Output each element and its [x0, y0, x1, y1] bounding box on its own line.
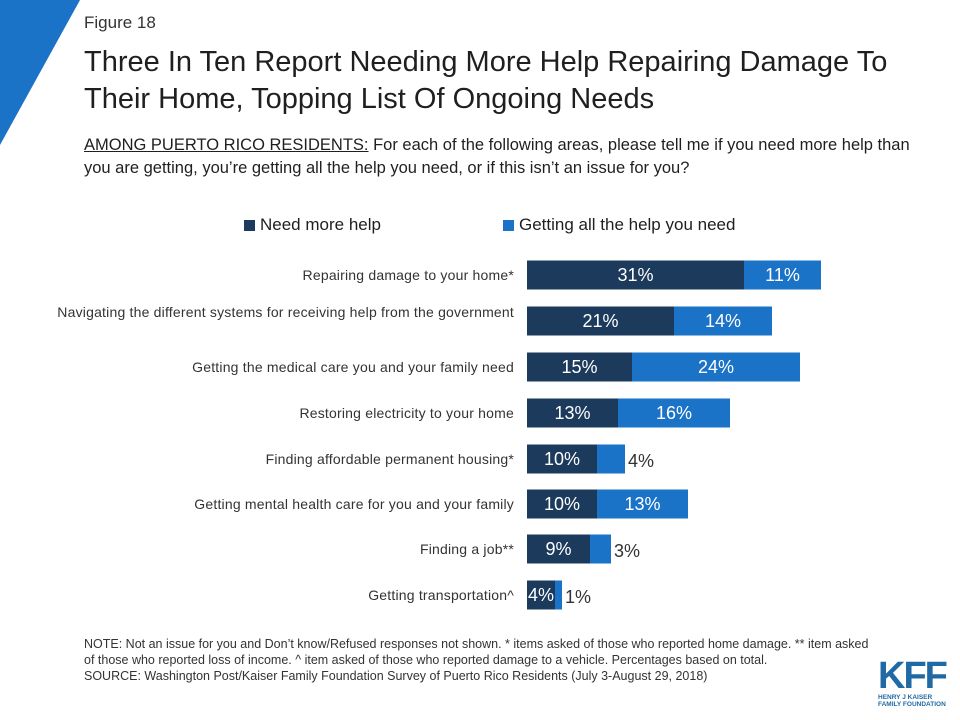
data-label-getting-all-help: 13% — [624, 494, 660, 514]
corner-decoration — [0, 0, 80, 145]
bar-need-more-help — [527, 534, 590, 564]
category-label: Finding affordable permanent housing* — [265, 451, 514, 467]
category-label: Getting transportation^ — [368, 587, 514, 603]
data-label-need-more-help: 31% — [617, 265, 653, 285]
bar-getting-all-help — [744, 260, 821, 290]
chart-notes: NOTE: Not an issue for you and Don’t kno… — [84, 636, 874, 684]
data-label-getting-all-help: 3% — [614, 541, 640, 561]
legend-label-need-more: Need more help — [260, 215, 381, 234]
source-text: SOURCE: Washington Post/Kaiser Family Fo… — [84, 669, 708, 683]
bar-getting-all-help — [632, 352, 800, 382]
bar-getting-all-help — [555, 580, 562, 610]
subtitle-question: For each of the following areas, please … — [84, 136, 910, 177]
legend-label-getting-all: Getting all the help you need — [519, 215, 736, 234]
data-label-need-more-help: 21% — [582, 311, 618, 331]
category-label: Finding a job** — [419, 541, 514, 557]
note-text: NOTE: Not an issue for you and Don’t kno… — [84, 637, 869, 667]
bar-getting-all-help — [618, 398, 730, 428]
category-label: Getting the medical care you and your fa… — [192, 359, 514, 375]
data-label-getting-all-help: 4% — [628, 451, 654, 471]
legend-item-need-more: Need more help — [244, 215, 381, 235]
category-label: Navigating the different systems for rec… — [57, 304, 514, 320]
category-label: Restoring electricity to your home — [299, 405, 514, 421]
kff-logo: KFF HENRY J KAISER FAMILY FOUNDATION — [878, 655, 948, 708]
subtitle-population: AMONG PUERTO RICO RESIDENTS: — [84, 136, 369, 154]
data-label-getting-all-help: 11% — [765, 265, 800, 285]
bar-need-more-help — [527, 306, 674, 336]
logo-line-1: HENRY J KAISER — [878, 694, 933, 701]
data-label-getting-all-help: 14% — [705, 311, 741, 331]
data-label-need-more-help: 10% — [544, 494, 580, 514]
data-label-getting-all-help: 1% — [565, 587, 591, 607]
legend-swatch-need-more — [244, 219, 255, 231]
bar-getting-all-help — [597, 444, 625, 474]
category-label: Getting mental health care for you and y… — [194, 496, 514, 512]
bar-getting-all-help — [674, 306, 772, 336]
logo-line-2: FAMILY FOUNDATION — [878, 701, 946, 708]
data-label-getting-all-help: 24% — [698, 357, 734, 377]
data-label-need-more-help: 10% — [544, 449, 580, 469]
bar-getting-all-help — [597, 489, 688, 519]
chart-subtitle: AMONG PUERTO RICO RESIDENTS: For each of… — [84, 134, 914, 180]
bar-need-more-help — [527, 260, 744, 290]
category-label: Repairing damage to your home* — [302, 267, 514, 283]
data-label-need-more-help: 4% — [528, 585, 554, 605]
bar-need-more-help — [527, 580, 555, 610]
bar-need-more-help — [527, 352, 632, 382]
legend-swatch-getting-all — [503, 219, 514, 231]
legend-item-getting-all: Getting all the help you need — [503, 215, 735, 235]
data-label-need-more-help: 9% — [545, 539, 571, 559]
data-label-need-more-help: 13% — [554, 403, 590, 423]
bar-need-more-help — [527, 398, 618, 428]
bar-need-more-help — [527, 489, 597, 519]
data-label-getting-all-help: 16% — [656, 403, 692, 423]
logo-mark: KFF — [878, 655, 948, 697]
figure-label: Figure 18 — [84, 13, 156, 32]
bar-getting-all-help — [590, 534, 611, 564]
bar-need-more-help — [527, 444, 597, 474]
chart-title: Three In Ten Report Needing More Help Re… — [84, 46, 888, 115]
data-label-need-more-help: 15% — [561, 357, 597, 377]
